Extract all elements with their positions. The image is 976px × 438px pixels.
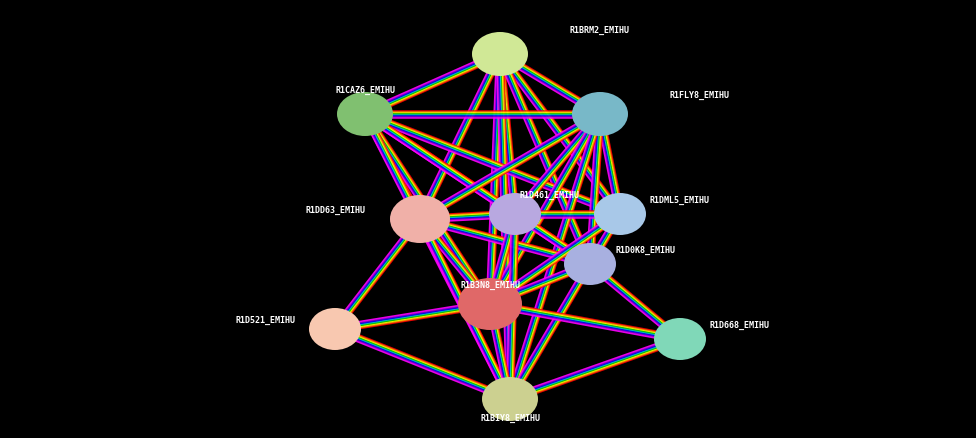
Text: R1D521_EMIHU: R1D521_EMIHU — [235, 315, 295, 324]
Text: R1D0K8_EMIHU: R1D0K8_EMIHU — [615, 245, 675, 254]
Ellipse shape — [482, 377, 538, 421]
Text: R1B3N8_EMIHU: R1B3N8_EMIHU — [460, 280, 520, 289]
Ellipse shape — [309, 308, 361, 350]
Ellipse shape — [472, 33, 528, 77]
Ellipse shape — [572, 93, 628, 137]
Text: R1D461_EMIHU: R1D461_EMIHU — [520, 190, 580, 199]
Text: R1BIY8_EMIHU: R1BIY8_EMIHU — [480, 413, 540, 422]
Text: R1CAZ6_EMIHU: R1CAZ6_EMIHU — [335, 85, 395, 94]
Text: R1FLY8_EMIHU: R1FLY8_EMIHU — [670, 90, 730, 99]
Text: R1DD63_EMIHU: R1DD63_EMIHU — [305, 205, 365, 214]
Text: R1D668_EMIHU: R1D668_EMIHU — [710, 320, 770, 329]
Ellipse shape — [594, 194, 646, 236]
Ellipse shape — [564, 244, 616, 285]
Ellipse shape — [337, 93, 393, 137]
Text: R1DML5_EMIHU: R1DML5_EMIHU — [650, 195, 710, 204]
Ellipse shape — [654, 318, 706, 360]
Ellipse shape — [458, 279, 522, 330]
Ellipse shape — [489, 194, 541, 236]
Ellipse shape — [390, 195, 450, 244]
Text: R1BRM2_EMIHU: R1BRM2_EMIHU — [570, 25, 630, 35]
